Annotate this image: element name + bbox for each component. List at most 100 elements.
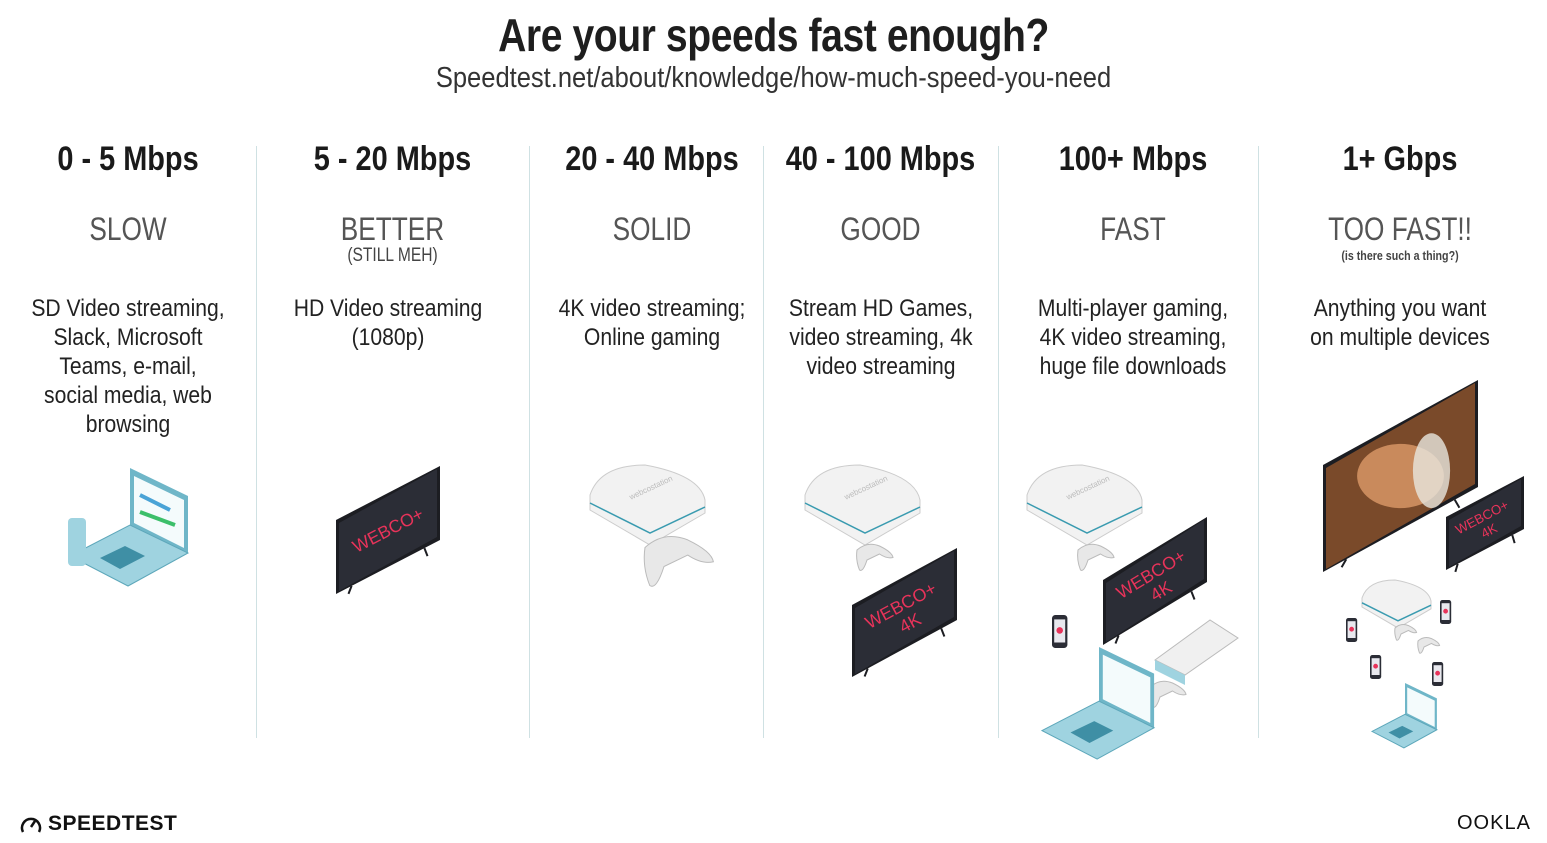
speed-range: 1+ Gbps: [1342, 140, 1458, 178]
console-body: [589, 464, 706, 546]
game-console-icon: [1361, 579, 1432, 629]
controller-icon: [1394, 624, 1418, 641]
controller-icon: [1417, 637, 1441, 654]
controller-body: [1077, 543, 1115, 571]
chat-bubble: [139, 510, 176, 527]
speed-label: BETTER: [340, 211, 445, 247]
controller-icon: [1149, 680, 1187, 708]
tv-stand: [1190, 591, 1196, 600]
tv-stand: [423, 547, 429, 557]
phone-play-icon: [1443, 608, 1448, 614]
console-body: [1026, 464, 1143, 546]
tv-stand: [1453, 499, 1461, 509]
speedtest-logo-text: SPEEDTEST: [48, 812, 178, 835]
speed-range: 40 - 100 Mbps: [785, 140, 976, 178]
console-stripe: [1361, 602, 1432, 622]
controller-icon: [1077, 543, 1115, 571]
phone-play-icon: [1349, 626, 1354, 632]
tv-screen: [1106, 520, 1204, 642]
use-case-description: SD Video streaming, Slack, Microsoft Tea…: [31, 295, 225, 438]
use-case-description: 4K video streaming; Online gaming: [558, 295, 746, 351]
laptop-screen: [1407, 687, 1435, 727]
tv-screen: [339, 469, 437, 591]
phone-play-icon: [1056, 627, 1063, 634]
tv-stand: [863, 668, 869, 677]
use-case-description: Anything you want on multiple devices: [1310, 295, 1490, 351]
speed-label: GOOD: [840, 211, 921, 247]
controller-icon: [856, 543, 894, 571]
tv-stand: [347, 585, 353, 595]
tv-stand: [1114, 635, 1120, 644]
laptop-trackpad: [1388, 725, 1414, 739]
game-console-icon: webcostation: [1026, 464, 1143, 546]
laptop-icon: [1040, 647, 1156, 760]
use-case-description: HD Video streaming (1080p): [293, 295, 483, 351]
controller-body: [1149, 680, 1187, 708]
console-body: [1361, 579, 1432, 629]
laptop-icon: [68, 468, 190, 587]
phone-icon: [1370, 655, 1382, 679]
column-divider: [1258, 146, 1259, 738]
laptop-trackpad: [100, 546, 145, 569]
chat-bubble: [139, 493, 171, 512]
tv-stand: [940, 628, 946, 637]
speed-label: SOLID: [612, 211, 692, 247]
column-good: 40 - 100 Mbps GOOD: [763, 140, 998, 246]
column-divider: [256, 146, 257, 738]
console-stripe: [804, 502, 921, 534]
game-console-side: [1155, 660, 1185, 685]
tv-stand: [1340, 558, 1348, 568]
column-solid: 20 - 40 Mbps SOLID: [529, 140, 775, 246]
gauge-icon: [20, 817, 42, 833]
use-case-description: Stream HD Games, video streaming, 4k vid…: [788, 295, 974, 380]
laptop-screen: [1102, 654, 1151, 723]
tv-screen: [855, 551, 954, 674]
speed-range: 5 - 20 Mbps: [313, 140, 472, 178]
phone-icon: [1052, 615, 1068, 648]
phone-icon: [1346, 618, 1358, 642]
speed-label: FAST: [1100, 211, 1166, 247]
laptop-icon: [1370, 683, 1438, 749]
tv-4k-text: 4K: [1478, 520, 1499, 541]
tv-stand: [1454, 563, 1459, 573]
column-slow: 0 - 5 Mbps SLOW: [0, 140, 256, 246]
controller-body: [643, 536, 714, 587]
use-case-description: Multi-player gaming, 4K video streaming,…: [1037, 295, 1229, 380]
source-url: Speedtest.net/about/knowledge/how-much-s…: [435, 62, 1112, 94]
controller-body: [1417, 637, 1441, 654]
console-stripe: [1026, 502, 1143, 534]
column-divider: [763, 146, 764, 738]
tv-icon: [1323, 380, 1478, 572]
game-console-icon: webcostation: [589, 464, 706, 546]
tv-icon: WEBCO+: [336, 466, 440, 595]
tv-icon: WEBCO+4K: [1103, 517, 1207, 645]
helmet-reflection: [1412, 433, 1451, 509]
page-title: Are your speeds fast enough?: [498, 9, 1049, 61]
phone-icon: [1440, 600, 1452, 624]
column-better: 5 - 20 Mbps BETTER (STILL MEH): [256, 140, 529, 266]
phone-play-icon: [1373, 663, 1378, 669]
console-stripe: [589, 502, 706, 534]
game-console-icon: webcostation: [804, 464, 921, 546]
speedtest-logo: SPEEDTEST: [20, 812, 177, 836]
laptop-trackpad: [1070, 721, 1114, 743]
speed-note: (STILL MEH): [347, 245, 438, 266]
column-too-fast: 1+ Gbps TOO FAST!! (is there such a thin…: [1258, 140, 1542, 266]
laptop-screen: [134, 476, 184, 548]
tv-screen: [1449, 479, 1521, 567]
column-divider: [529, 146, 530, 738]
speed-range: 20 - 40 Mbps: [565, 140, 739, 178]
column-fast: 100+ Mbps FAST: [998, 140, 1268, 246]
ookla-logo: OOKLA: [1457, 812, 1531, 834]
tv-icon: WEBCO+4K: [852, 548, 957, 677]
speed-label: TOO FAST!!: [1328, 211, 1472, 247]
phone-icon: [1432, 662, 1444, 686]
console-body: [804, 464, 921, 546]
column-divider: [998, 146, 999, 738]
speed-label: SLOW: [89, 211, 167, 247]
speed-range: 100+ Mbps: [1058, 140, 1208, 178]
tv-stand: [1511, 534, 1516, 544]
phone-play-icon: [1435, 670, 1440, 676]
controller-body: [856, 543, 894, 571]
